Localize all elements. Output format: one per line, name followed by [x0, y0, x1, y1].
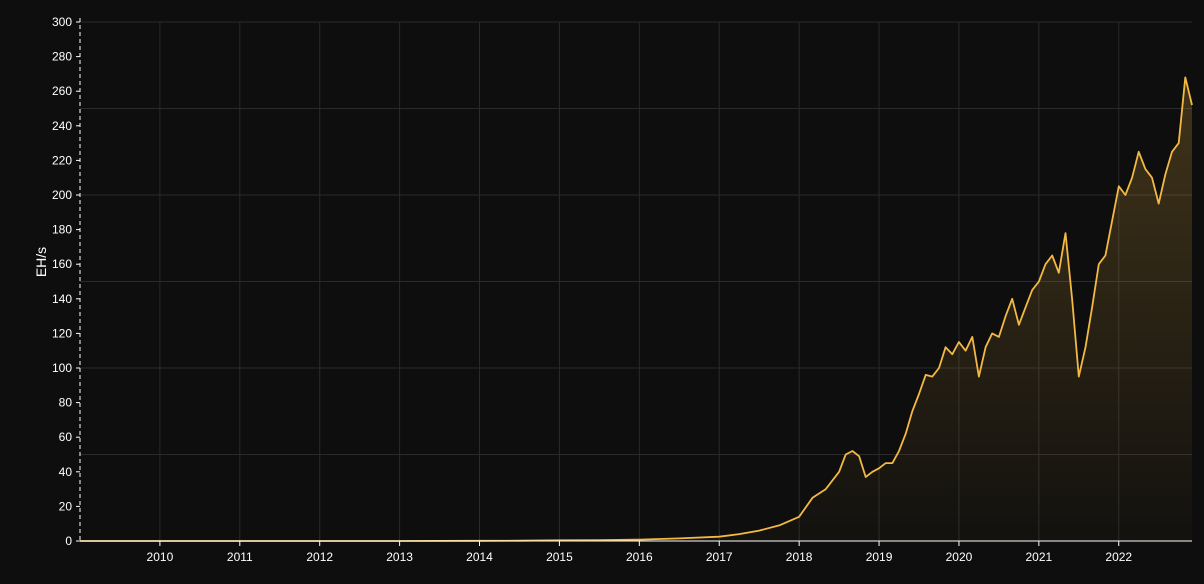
y-tick-label: 60: [59, 430, 73, 444]
x-tick-label: 2018: [786, 550, 813, 564]
x-tick-label: 2020: [946, 550, 973, 564]
x-tick-label: 2012: [306, 550, 333, 564]
x-tick-label: 2015: [546, 550, 573, 564]
y-tick-label: 160: [52, 257, 72, 271]
y-tick-label: 280: [52, 50, 72, 64]
x-tick-label: 2016: [626, 550, 653, 564]
y-tick-label: 0: [65, 534, 72, 548]
hashrate-area: [80, 77, 1192, 542]
y-tick-label: 180: [52, 223, 72, 237]
x-tick-label: 2011: [227, 550, 253, 564]
y-tick-label: 300: [52, 15, 72, 29]
y-tick-label: 100: [52, 361, 72, 375]
x-tick-label: 2014: [466, 550, 493, 564]
x-tick-label: 2022: [1105, 550, 1132, 564]
x-tick-label: 2017: [706, 550, 733, 564]
y-tick-label: 260: [52, 84, 72, 98]
y-tick-label: 240: [52, 119, 72, 133]
hashrate-line: [80, 76, 1193, 542]
y-tick-label: 120: [52, 326, 72, 340]
y-tick-label: 200: [52, 188, 72, 202]
y-tick-label: 220: [52, 153, 72, 167]
x-axis-ticks: 2010 2011 2012 2013 2014 2015 2016 2017 2018 2019…: [147, 541, 1132, 564]
x-tick-label: 2010: [147, 550, 174, 564]
y-tick-label: 80: [59, 396, 73, 410]
y-tick-label: 140: [52, 292, 72, 306]
x-tick-label: 2021: [1025, 550, 1052, 564]
y-axis-title: EH/s: [33, 247, 49, 277]
y-axis-ticks: 0 20 40 60 80 100 120 140 160 180 200 220 240 260 280 3…: [52, 15, 80, 548]
x-tick-label: 2019: [866, 550, 893, 564]
x-tick-label: 2013: [386, 550, 413, 564]
y-tick-label: 40: [59, 465, 73, 479]
y-tick-label: 20: [59, 499, 73, 513]
